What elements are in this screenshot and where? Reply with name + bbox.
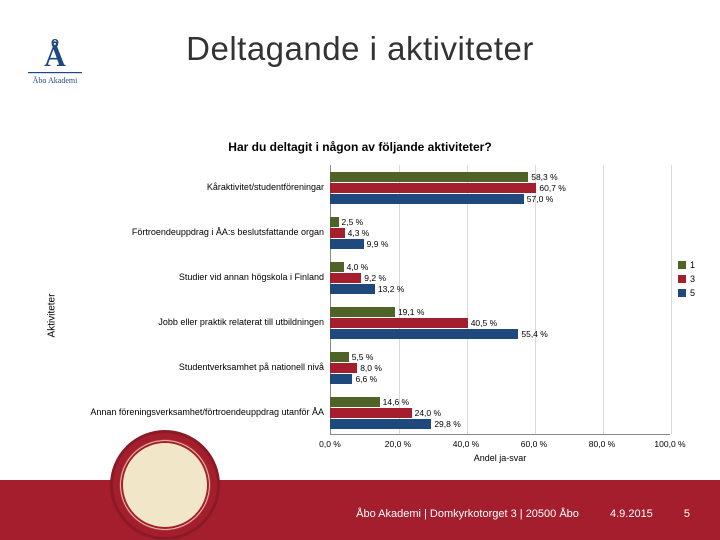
legend-item: 1 xyxy=(678,260,695,270)
y-axis-label-text: Aktiviteter xyxy=(46,293,57,337)
bar-value-label: 6,6 % xyxy=(355,374,377,384)
bar-value-label: 2,5 % xyxy=(342,217,364,227)
footer-page: 5 xyxy=(684,508,690,520)
bar-value-label: 4,3 % xyxy=(348,228,370,238)
bar-value-label: 19,1 % xyxy=(398,307,424,317)
category-label: Annan föreningsverksamhet/förtroendeuppd… xyxy=(70,390,330,435)
bar-series-1 xyxy=(330,307,395,317)
bar-group: 19,1 % 40,5 % 55,4 % xyxy=(330,300,670,345)
bar-value-label: 14,6 % xyxy=(383,397,409,407)
bar-value-label: 8,0 % xyxy=(360,363,382,373)
bar-value-label: 9,2 % xyxy=(364,273,386,283)
bar-value-label: 29,8 % xyxy=(434,419,460,429)
category-label: Studentverksamhet på nationell nivå xyxy=(70,345,330,390)
bar-series-1 xyxy=(330,172,528,182)
bar-value-label: 55,4 % xyxy=(521,329,547,339)
bar-series-1 xyxy=(330,217,339,227)
bar-series-5 xyxy=(330,329,518,339)
bar-series-1 xyxy=(330,262,344,272)
x-axis: Andel ja-svar 0,0 %20,0 %40,0 %60,0 %80,… xyxy=(330,435,670,465)
bar-series-5 xyxy=(330,239,364,249)
bar-series-5 xyxy=(330,419,431,429)
bar-series-3 xyxy=(330,273,361,283)
bar-series-3 xyxy=(330,228,345,238)
bar-value-label: 9,9 % xyxy=(367,239,389,249)
y-axis-label: Aktiviteter xyxy=(30,165,74,465)
legend-label: 5 xyxy=(690,288,695,298)
bar-value-label: 13,2 % xyxy=(378,284,404,294)
bar-value-label: 58,3 % xyxy=(531,172,557,182)
x-tick-label: 60,0 % xyxy=(521,439,547,449)
x-tick-label: 0,0 % xyxy=(319,439,341,449)
x-axis-label: Andel ja-svar xyxy=(330,453,670,463)
category-label-text: Jobb eller praktik relaterat till utbild… xyxy=(158,318,324,328)
category-label: Kåraktivitet/studentföreningar xyxy=(70,165,330,210)
legend-label: 3 xyxy=(690,274,695,284)
category-label: Studier vid annan högskola i Finland xyxy=(70,255,330,300)
bar-value-label: 4,0 % xyxy=(347,262,369,272)
chart-title: Har du deltagit i någon av följande akti… xyxy=(0,140,720,154)
legend-label: 1 xyxy=(690,260,695,270)
gridline xyxy=(671,165,672,434)
footer-date: 4.9.2015 xyxy=(610,508,653,520)
bar-group: 58,3 %60,7 %57,0 % xyxy=(330,165,670,210)
x-tick-label: 100,0 % xyxy=(654,439,685,449)
bar-series-1 xyxy=(330,397,380,407)
category-label-text: Annan föreningsverksamhet/förtroendeuppd… xyxy=(90,408,324,418)
bar-series-3 xyxy=(330,408,412,418)
footer-text: Åbo Akademi | Domkyrkotorget 3 | 20500 Å… xyxy=(328,508,690,520)
legend: 1 3 5 xyxy=(678,260,695,302)
seal-emblem xyxy=(110,430,220,540)
bar-value-label: 40,5 % xyxy=(471,318,497,328)
legend-item: 3 xyxy=(678,274,695,284)
bar-value-label: 5,5 % xyxy=(352,352,374,362)
bar-chart: Kåraktivitet/studentföreningar 58,3 %60,7… xyxy=(70,165,670,465)
legend-swatch xyxy=(678,289,686,297)
legend-swatch xyxy=(678,261,686,269)
category-label: Jobb eller praktik relaterat till utbild… xyxy=(70,300,330,345)
bar-series-3 xyxy=(330,363,357,373)
slide-title: Deltagande i aktiviteter xyxy=(0,30,720,68)
bar-series-3 xyxy=(330,318,468,328)
slide: o Å Åbo Akademi Deltagande i aktiviteter… xyxy=(0,0,720,540)
legend-item: 5 xyxy=(678,288,695,298)
bar-value-label: 24,0 % xyxy=(415,408,441,418)
category-label-text: Studier vid annan högskola i Finland xyxy=(179,273,324,283)
legend-swatch xyxy=(678,275,686,283)
bar-value-label: 57,0 % xyxy=(527,194,553,204)
bar-group: 2,5 %4,3 %9,9 % xyxy=(330,210,670,255)
x-tick-label: 40,0 % xyxy=(453,439,479,449)
bar-series-5 xyxy=(330,374,352,384)
bar-group: 5,5 %8,0 %6,6 % xyxy=(330,345,670,390)
bar-series-3 xyxy=(330,183,536,193)
footer-org: Åbo Akademi | Domkyrkotorget 3 | 20500 Å… xyxy=(356,508,579,520)
bar-value-label: 60,7 % xyxy=(539,183,565,193)
bar-series-5 xyxy=(330,194,524,204)
category-label: Förtroendeuppdrag i ÅA:s beslutsfattande… xyxy=(70,210,330,255)
x-tick-label: 80,0 % xyxy=(589,439,615,449)
svg-text:Åbo Akademi: Åbo Akademi xyxy=(33,76,78,85)
bar-group: 14,6 % 24,0 %29,8 % xyxy=(330,390,670,435)
bar-series-5 xyxy=(330,284,375,294)
x-tick-label: 20,0 % xyxy=(385,439,411,449)
category-label-text: Kåraktivitet/studentföreningar xyxy=(207,183,324,193)
category-label-text: Studentverksamhet på nationell nivå xyxy=(179,363,324,373)
category-label-text: Förtroendeuppdrag i ÅA:s beslutsfattande… xyxy=(132,228,324,238)
bar-series-1 xyxy=(330,352,349,362)
bar-group: 4,0 %9,2 %13,2 % xyxy=(330,255,670,300)
